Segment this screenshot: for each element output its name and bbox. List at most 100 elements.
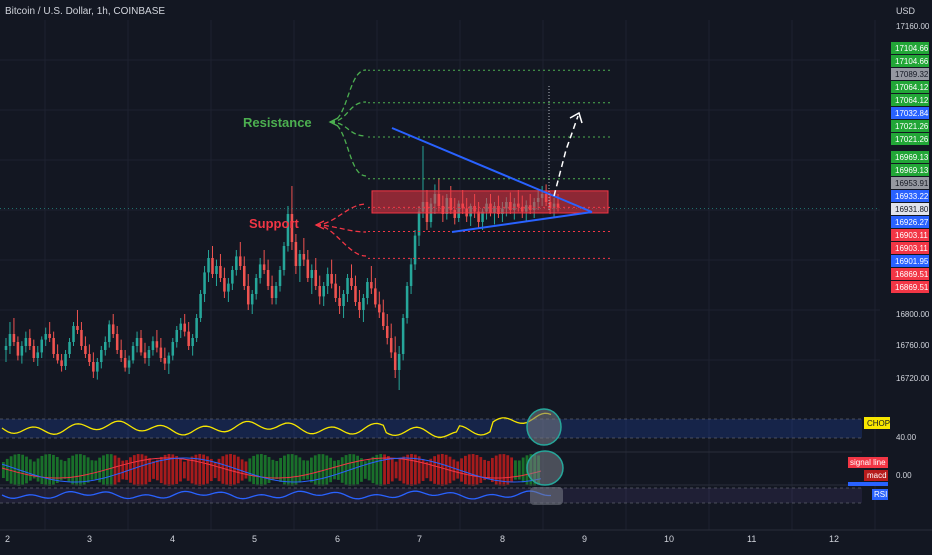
candle-body <box>143 352 147 358</box>
macd-histogram-bar <box>82 455 86 485</box>
macd-histogram-bar <box>433 456 436 484</box>
macd-histogram-bar <box>132 455 136 485</box>
macd-histogram-bar <box>437 454 440 486</box>
chop-value: 40.00 <box>896 433 917 442</box>
x-tick-label: 9 <box>582 534 587 544</box>
macd-histogram-bar <box>425 461 429 479</box>
macd-histogram-bar <box>32 461 36 479</box>
y-tick-label: 16800.00 <box>896 310 930 319</box>
macd-histogram-bar <box>356 455 359 485</box>
candle-body <box>131 346 135 361</box>
price-label-text: 16931.80 <box>895 205 929 214</box>
signal-line-badge <box>848 457 888 468</box>
macd-histogram-bar <box>79 454 82 486</box>
support-arrow <box>315 203 367 226</box>
macd-histogram-bar <box>90 460 94 480</box>
candle-body <box>342 294 345 306</box>
candle-body <box>286 214 290 246</box>
candle-body <box>88 354 91 362</box>
candle-body <box>378 304 381 313</box>
macd-histogram-bar <box>140 454 144 486</box>
price-label-text: 16901.95 <box>895 257 929 266</box>
macd-histogram-bar <box>494 455 498 485</box>
price-label-badge <box>891 55 929 67</box>
x-tick-label: 11 <box>747 534 756 544</box>
price-label-badge <box>891 120 929 132</box>
macd-histogram-bar <box>182 461 186 479</box>
candle-body <box>107 324 111 342</box>
price-label-text: 17064.12 <box>895 83 929 92</box>
price-label-text: 17064.12 <box>895 96 929 105</box>
candle-body <box>294 242 298 266</box>
signal-line-label: signal line <box>850 458 886 467</box>
drawing-overlay <box>314 69 609 257</box>
price-label-badge <box>891 190 929 202</box>
macd-histogram-bar <box>148 458 152 482</box>
candle-body <box>92 362 95 372</box>
macd-histogram-bar <box>498 454 502 486</box>
candle-body <box>227 283 230 292</box>
price-label-badge <box>891 94 929 106</box>
price-label-badge <box>891 107 929 119</box>
candle-body <box>246 286 250 305</box>
macd-histogram-bar <box>394 461 398 479</box>
macd-histogram-bar <box>225 454 229 486</box>
candle-body <box>52 338 55 354</box>
candle-body <box>453 210 457 218</box>
candle-body <box>8 334 12 346</box>
chop-band <box>0 419 862 438</box>
macd-histogram-bar <box>252 455 256 485</box>
macd-histogram-bar <box>279 457 282 483</box>
macd-histogram-bar <box>86 457 90 483</box>
macd-histogram-bar <box>21 454 25 486</box>
macd-histogram-bar <box>240 459 244 481</box>
chop-line <box>1 412 552 438</box>
chop-badge <box>864 417 890 429</box>
consolidation-zone <box>371 190 609 214</box>
macd-histogram-bar <box>402 456 406 484</box>
macd-histogram-bar <box>167 454 171 486</box>
candle-body <box>104 342 107 350</box>
macd-histogram-bar <box>383 454 386 486</box>
candle-body <box>28 338 32 346</box>
price-label-text: 16953.91 <box>895 179 929 188</box>
chop-label: CHOP <box>867 419 890 428</box>
candle-body <box>290 214 294 242</box>
macd-histogram-bar <box>202 454 205 486</box>
macd-histogram-bar <box>198 454 202 486</box>
candle-body <box>231 270 234 284</box>
candle-body <box>302 254 306 260</box>
candle-body <box>250 294 254 305</box>
macd-histogram-bar <box>452 459 456 481</box>
candle-body <box>215 266 218 274</box>
price-label-text: 17032.84 <box>895 109 929 118</box>
price-label-text: 16969.13 <box>895 153 929 162</box>
price-label-badge <box>891 229 929 241</box>
candle-body <box>254 278 258 294</box>
macd-histogram-bar <box>175 455 179 485</box>
x-tick-label: 8 <box>500 534 505 544</box>
macd-label: macd <box>867 471 887 480</box>
candle-body <box>385 326 389 338</box>
macd-histogram-bar <box>209 458 213 482</box>
macd-histogram-bar <box>71 455 75 485</box>
candle-body <box>167 355 171 364</box>
macd-histogram-bar <box>464 455 467 485</box>
candle-body <box>334 283 337 298</box>
macd-histogram-bar <box>186 459 190 481</box>
macd-histogram-bar <box>360 458 363 482</box>
macd-histogram-bar <box>329 457 333 483</box>
price-label-badge <box>891 281 929 293</box>
macd-histogram-bar <box>336 460 340 480</box>
candle-body <box>155 341 159 348</box>
candle-body <box>191 338 194 346</box>
candle-body <box>80 330 83 346</box>
candle-body <box>151 341 155 350</box>
candle-body <box>179 323 182 330</box>
macd-badge <box>864 470 888 481</box>
candle-body <box>76 326 79 330</box>
macd-histogram-bar <box>333 460 336 480</box>
breakout-arrow-path <box>553 115 579 197</box>
candle-body <box>159 347 163 358</box>
